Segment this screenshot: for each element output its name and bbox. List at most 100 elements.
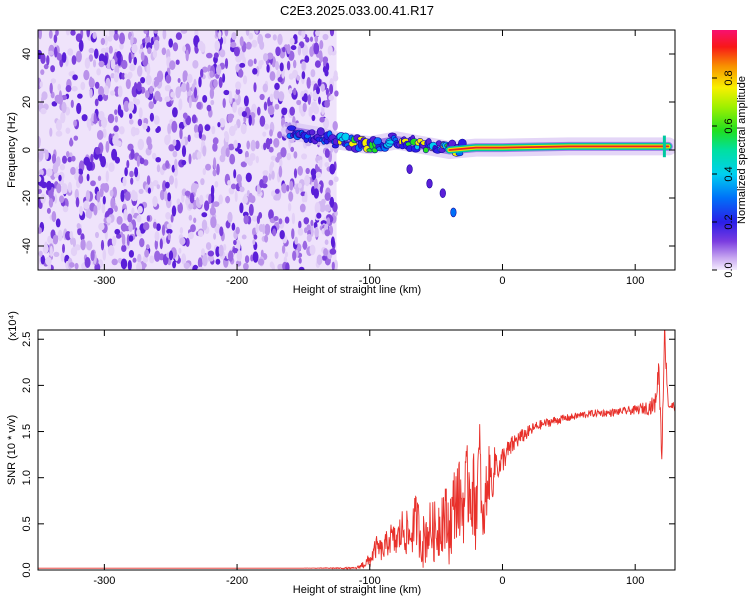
noise-speckle (210, 185, 215, 196)
noise-speckle (247, 59, 254, 67)
noise-speckle (95, 147, 101, 155)
noise-speckle (233, 124, 238, 131)
noise-speckle (168, 250, 174, 261)
noise-speckle (53, 34, 58, 44)
noise-speckle (313, 178, 318, 191)
noise-speckle (76, 102, 82, 115)
noise-speckle (154, 239, 158, 250)
noise-speckle (133, 191, 138, 202)
noise-speckle (205, 163, 212, 171)
noise-speckle (179, 237, 186, 245)
noise-speckle (198, 76, 202, 88)
noise-speckle (318, 50, 323, 61)
x-tick-label: 100 (626, 575, 644, 587)
noise-speckle (204, 200, 210, 211)
noise-speckle (119, 109, 124, 118)
noise-speckle (181, 137, 186, 149)
noise-speckle (53, 251, 60, 257)
noise-speckle (66, 151, 70, 158)
noise-speckle (108, 162, 115, 173)
noise-speckle (49, 245, 53, 257)
noise-speckle (61, 52, 67, 63)
noise-speckle (117, 85, 123, 98)
noise-speckle (252, 215, 258, 222)
noise-speckle (268, 146, 274, 153)
noise-speckle (62, 155, 67, 164)
noise-speckle (111, 148, 118, 161)
noise-speckle (111, 258, 118, 266)
noise-speckle (94, 98, 99, 107)
noise-speckle (230, 183, 237, 190)
noise-speckle (334, 90, 339, 97)
noise-speckle (236, 249, 242, 262)
noise-speckle (171, 205, 177, 217)
noise-speckle (281, 183, 288, 194)
noise-speckle (274, 103, 280, 110)
noise-speckle (291, 212, 296, 225)
noise-speckle (121, 72, 126, 80)
noise-speckle (169, 175, 174, 185)
noise-speckle (201, 248, 205, 256)
noise-speckle (128, 52, 132, 64)
noise-speckle (285, 262, 290, 270)
noise-speckle (167, 123, 172, 135)
noise-speckle (327, 45, 333, 56)
noise-speckle (129, 170, 134, 178)
noise-speckle (191, 114, 197, 124)
noise-speckle (165, 160, 170, 169)
noise-speckle (181, 253, 187, 265)
noise-speckle (167, 232, 171, 241)
noise-speckle (194, 132, 201, 139)
noise-speckle (178, 247, 182, 254)
noise-speckle (314, 60, 321, 68)
snr-x-axis-label: Height of straight line (km) (293, 584, 421, 596)
noise-speckle (136, 155, 140, 167)
noise-speckle (118, 126, 125, 135)
noise-speckle (98, 222, 105, 231)
noise-speckle (113, 72, 119, 83)
noise-speckle (324, 239, 329, 245)
noise-speckle (107, 245, 115, 257)
noise-speckle (126, 160, 130, 169)
noise-speckle (92, 59, 97, 68)
noise-speckle (257, 33, 264, 45)
noise-speckle (165, 74, 172, 84)
noise-speckle (164, 85, 169, 92)
noise-speckle (131, 43, 138, 54)
track-blob (287, 125, 297, 131)
noise-speckle (108, 45, 113, 54)
noise-speckle (212, 137, 219, 145)
noise-speckle (124, 191, 131, 201)
noise-speckle (70, 166, 76, 175)
noise-speckle (67, 48, 74, 56)
noise-speckle (216, 64, 222, 76)
noise-speckle (232, 101, 238, 113)
noise-speckle (324, 100, 330, 108)
noise-speckle (269, 129, 273, 137)
noise-speckle (233, 139, 238, 149)
noise-speckle (86, 173, 90, 182)
noise-speckle (162, 30, 167, 40)
noise-speckle (301, 44, 309, 57)
noise-speckle (182, 73, 187, 83)
noise-speckle (244, 255, 250, 264)
noise-speckle (184, 190, 191, 197)
noise-speckle (152, 152, 157, 160)
noise-speckle (57, 83, 61, 91)
noise-speckle (297, 45, 302, 56)
noise-speckle (97, 175, 102, 181)
noise-speckle (98, 86, 105, 97)
snr-y-ticks: 0.0 0.5 1.0 1.5 2.0 2.5 (21, 332, 675, 578)
noise-speckle (152, 221, 157, 229)
noise-speckle (152, 49, 158, 59)
noise-speckle (177, 202, 183, 214)
noise-speckle (121, 244, 127, 252)
noise-speckle (313, 188, 319, 199)
branch-blob (450, 207, 457, 218)
noise-speckle (130, 35, 134, 46)
noise-speckle (170, 214, 174, 223)
noise-speckle (149, 255, 155, 264)
noise-speckle (268, 209, 274, 220)
noise-speckle (40, 193, 46, 204)
noise-speckle (59, 163, 65, 171)
